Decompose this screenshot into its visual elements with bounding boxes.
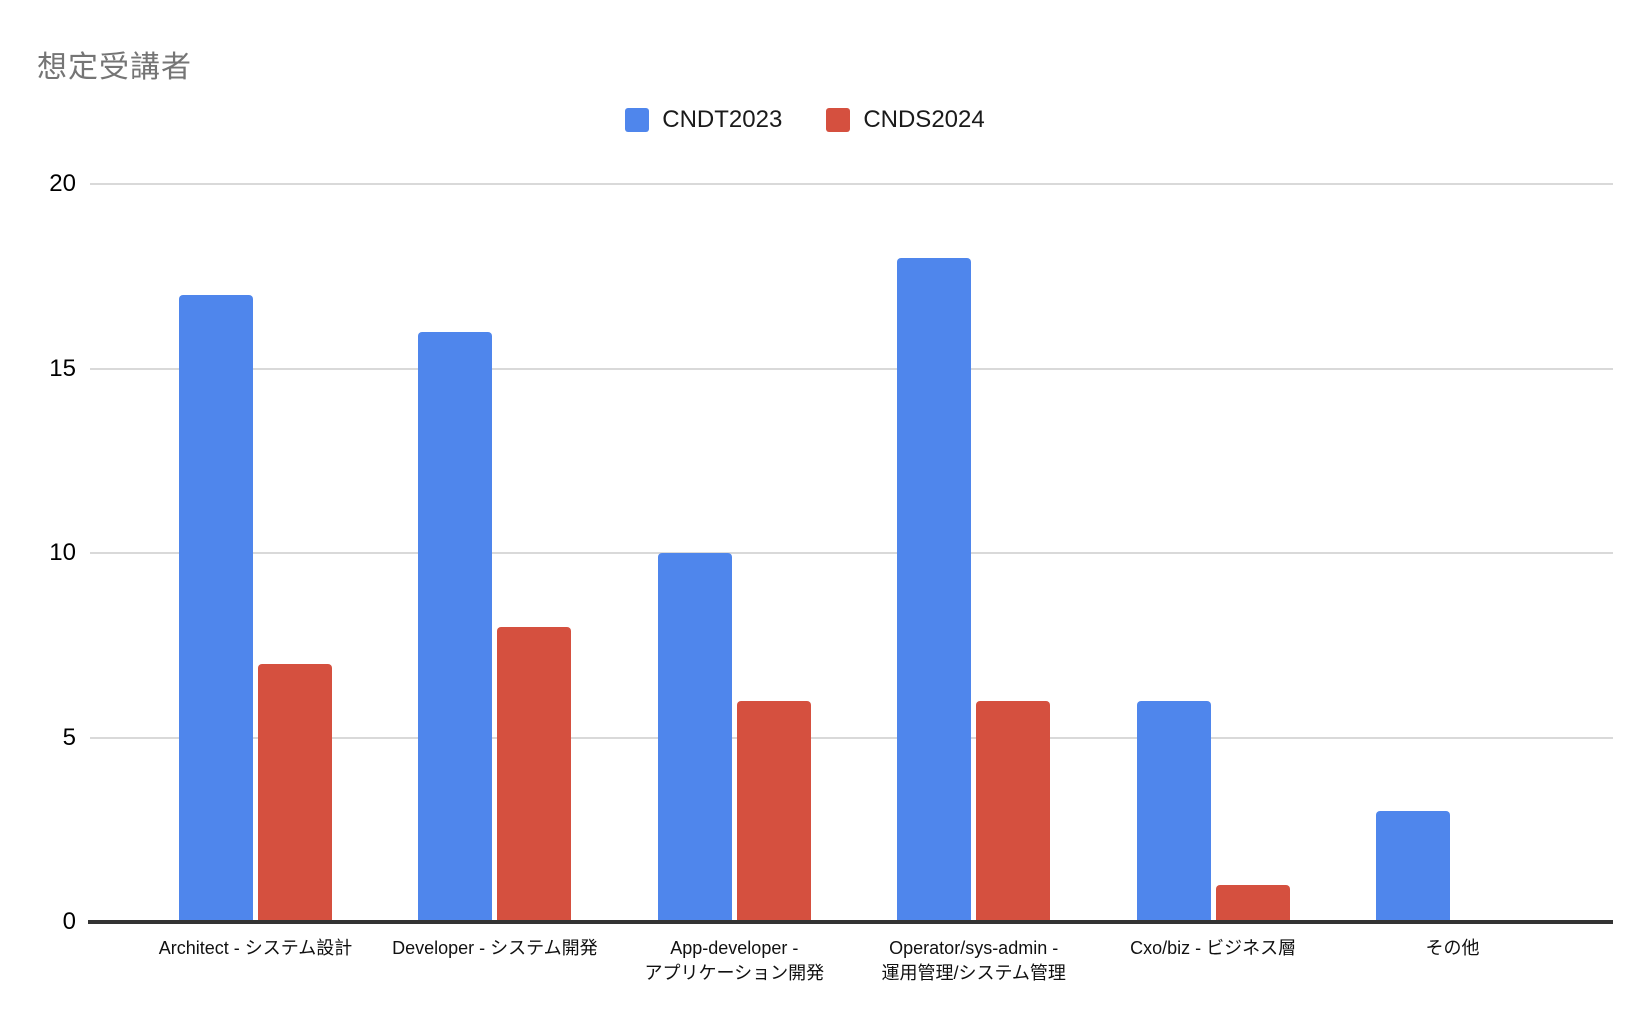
gridline-15 — [90, 367, 1613, 370]
gridline-10 — [90, 552, 1613, 554]
y-tick-label-15: 15 — [49, 354, 76, 382]
legend-item-cndt2023[interactable]: CNDT2023 — [625, 106, 782, 134]
x-axis-label-group2: Developer - システム開発 — [392, 938, 598, 958]
legend-swatch-blue-icon — [625, 108, 650, 132]
bar-cnds2024-group4[interactable] — [976, 700, 1051, 922]
gridline-5 — [90, 736, 1613, 739]
legend-swatch-red-icon — [826, 108, 851, 132]
legend: CNDT2023 CNDS2024 — [0, 106, 1610, 134]
legend-label-cnds2024: CNDS2024 — [863, 106, 985, 133]
bar-cndt2023-group3[interactable] — [657, 553, 732, 922]
y-tick-label-0: 0 — [62, 908, 76, 935]
bar-cndt2023-group5[interactable] — [1136, 700, 1211, 922]
bar-cndt2023-group6[interactable] — [1376, 811, 1450, 922]
bar-cndt2023-group4[interactable] — [897, 257, 972, 922]
bar-cndt2023-group2[interactable] — [418, 331, 493, 922]
x-axis-label-group4: Operator/sys-admin - 運用管理/システム管理 — [881, 938, 1066, 983]
legend-label-cndt2023: CNDT2023 — [662, 106, 783, 133]
x-axis-label-group3: App-developer - アプリケーション開発 — [644, 938, 825, 983]
x-axis-label-group1: Architect - システム設計 — [158, 938, 353, 958]
legend-item-cnds2024[interactable]: CNDS2024 — [826, 106, 985, 134]
bar-cndt2023-group1[interactable] — [179, 294, 253, 922]
bar-cnds2024-group5[interactable] — [1215, 885, 1290, 922]
x-axis-label-group6: その他 — [1425, 938, 1480, 958]
y-tick-label-20: 20 — [49, 170, 76, 197]
y-tick-label-5: 5 — [62, 723, 76, 751]
x-axis-line — [88, 920, 1613, 924]
gridline-20 — [90, 183, 1613, 185]
chart-title: 想定受講者 — [37, 51, 192, 84]
x-axis-label-group5: Cxo/biz - ビジネス層 — [1130, 938, 1297, 958]
y-tick-label-10: 10 — [49, 539, 76, 566]
bar-cnds2024-group3[interactable] — [736, 700, 811, 922]
bar-cnds2024-group1[interactable] — [258, 663, 332, 922]
bar-cnds2024-group2[interactable] — [497, 626, 572, 922]
